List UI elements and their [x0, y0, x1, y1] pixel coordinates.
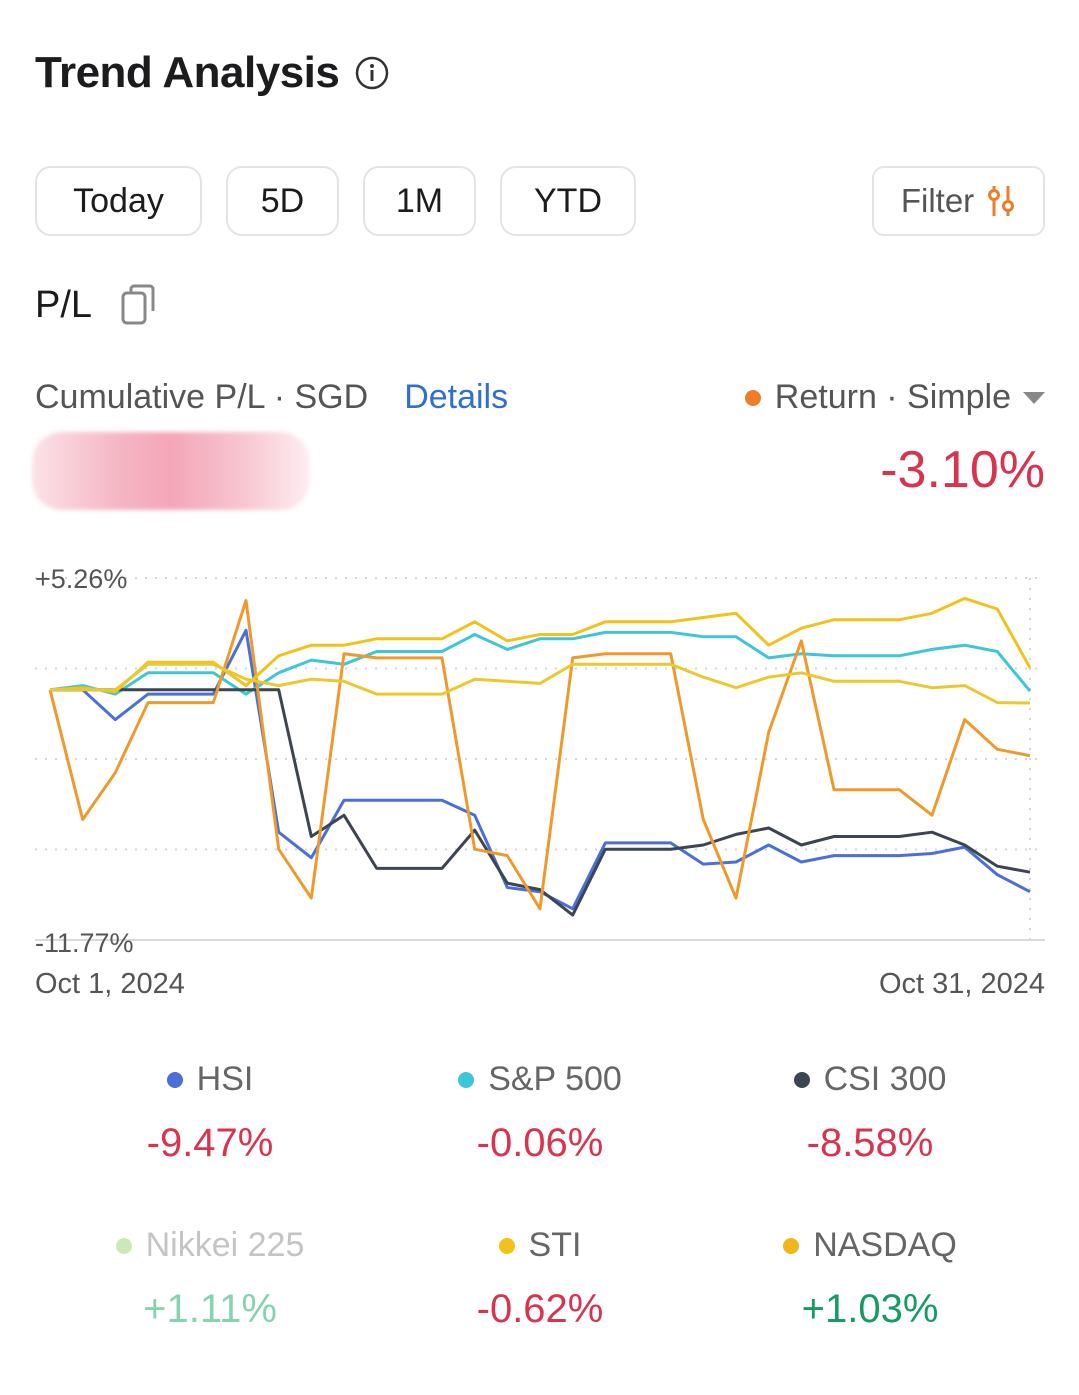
period-1m-button[interactable]: 1M	[363, 166, 476, 236]
return-value: -3.10%	[880, 441, 1045, 499]
y-axis-bottom-label: -11.77%	[35, 928, 134, 958]
legend-dot-icon	[458, 1071, 475, 1088]
legend-dot-icon	[166, 1071, 183, 1088]
legend-item-nasdaq[interactable]: NASDAQ +1.03%	[705, 1226, 1035, 1332]
pl-label: P/L	[35, 283, 93, 326]
series-line-5	[50, 662, 1031, 705]
copy-icon[interactable]	[120, 283, 158, 327]
legend-dot-icon	[783, 1237, 800, 1254]
legend-value: -8.58%	[806, 1121, 934, 1165]
series-line-1	[49, 630, 1032, 696]
legend-value: -9.47%	[146, 1121, 274, 1165]
return-type-label: Return · Simple	[774, 378, 1011, 416]
y-axis-top-label: +5.26%	[35, 564, 127, 594]
info-icon[interactable]	[355, 56, 389, 90]
legend-value: +1.03%	[801, 1287, 939, 1331]
period-selector: Today 5D 1M YTD	[35, 166, 660, 236]
series-line-2	[50, 688, 1031, 917]
legend-name: S&P 500	[488, 1060, 622, 1098]
legend-name: HSI	[196, 1060, 254, 1098]
page-title: Trend Analysis	[35, 48, 340, 97]
legend-value: -0.62%	[476, 1287, 604, 1331]
legend-dot-icon	[498, 1237, 515, 1254]
legend-item-hsi[interactable]: HSI -9.47%	[45, 1060, 375, 1166]
legend-dot-icon	[115, 1237, 132, 1254]
caret-down-icon	[1023, 391, 1045, 404]
legend-name: NASDAQ	[813, 1226, 957, 1264]
filter-button[interactable]: Filter	[872, 166, 1045, 236]
legend-item-csi300[interactable]: CSI 300 -8.58%	[705, 1060, 1035, 1166]
trend-chart: +5.26% -11.77% Oct 1, 2024 Oct 31, 2024	[35, 564, 1045, 1000]
hidden-amount	[32, 432, 310, 510]
return-type-dropdown[interactable]: Return · Simple	[744, 378, 1045, 417]
pl-row: P/L	[35, 283, 158, 327]
series-line-0	[50, 628, 1031, 911]
legend-dot-icon	[793, 1071, 810, 1088]
header: Trend Analysis	[35, 48, 389, 98]
period-ytd-button[interactable]: YTD	[500, 166, 636, 236]
legend-name: Nikkei 225	[145, 1226, 305, 1264]
legend-item-sp500[interactable]: S&P 500 -0.06%	[375, 1060, 705, 1166]
filter-label: Filter	[900, 182, 975, 219]
cumulative-label: Cumulative P/L · SGD	[35, 378, 369, 416]
period-today-button[interactable]: Today	[35, 166, 202, 236]
series-line-4	[49, 596, 1032, 694]
x-axis-start-label: Oct 1, 2024	[35, 968, 185, 1000]
period-5d-button[interactable]: 5D	[226, 166, 339, 236]
legend-item-nikkei225[interactable]: Nikkei 225 +1.11%	[45, 1226, 375, 1332]
cumulative-row: Cumulative P/L · SGD Details	[35, 378, 508, 417]
legend-name: STI	[528, 1226, 582, 1264]
details-link[interactable]: Details	[404, 378, 509, 416]
series-line-3	[48, 599, 1031, 911]
legend-name: CSI 300	[823, 1060, 947, 1098]
legend-value: +1.11%	[143, 1287, 277, 1331]
sliders-icon	[988, 186, 1015, 216]
legend-item-sti[interactable]: STI -0.62%	[375, 1226, 705, 1332]
legend-value: -0.06%	[476, 1121, 604, 1165]
return-dot-icon	[744, 389, 761, 406]
x-axis-end-label: Oct 31, 2024	[879, 968, 1045, 1000]
